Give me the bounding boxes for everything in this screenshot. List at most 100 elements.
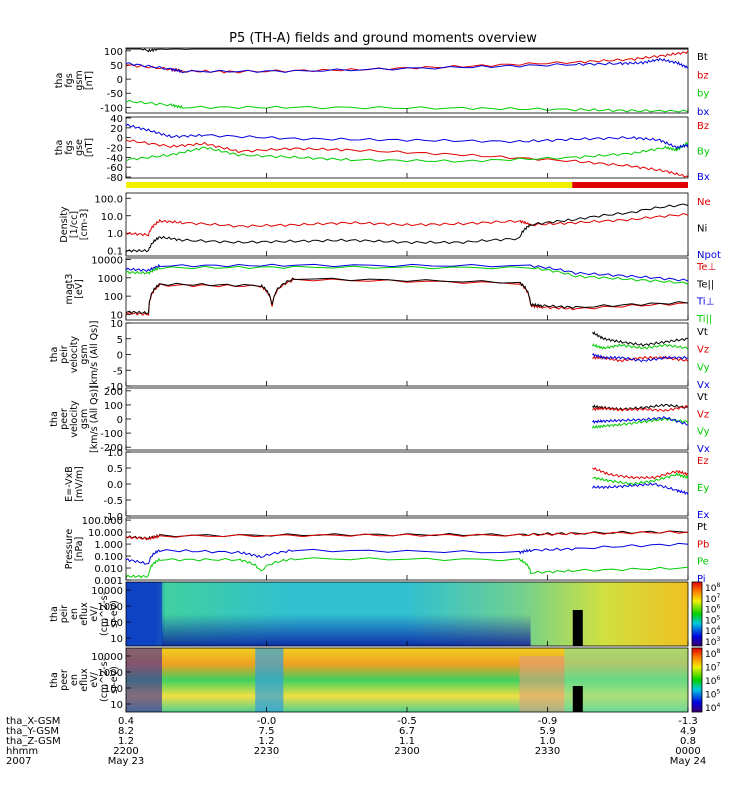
y-axis-label: tha [54, 140, 65, 156]
y-tick-label: 0.1 [107, 247, 123, 258]
y-axis-label: sr-eV) [109, 666, 120, 694]
series-line-bx [125, 57, 689, 74]
x-tick-label: May 23 [108, 756, 145, 767]
y-tick-label: -10 [107, 382, 123, 393]
colorbar-gradient [691, 581, 703, 647]
y-tick-label: 0 [117, 75, 123, 86]
x-tick-label: May 24 [670, 756, 707, 767]
y-tick-label: -40 [107, 153, 123, 164]
series-line-Vx [592, 416, 689, 426]
series-line-Te⊥ [125, 278, 689, 316]
legend-entry: Pb [697, 539, 709, 550]
y-tick-label: -5 [113, 366, 123, 377]
series-line-Ne [125, 212, 689, 237]
series-line-Bt [126, 48, 688, 53]
y-tick-label: -100 [100, 429, 123, 440]
y-axis-label: peer [59, 669, 70, 691]
y-tick-label: 0 [117, 351, 123, 362]
series-line-Vt [592, 403, 689, 411]
legend-entry: Vz [697, 409, 709, 420]
y-axis-label: eflux [79, 668, 90, 692]
chart-title: P5 (TH-A) fields and ground moments over… [229, 31, 537, 46]
x-tick-label: 0000 [675, 746, 700, 757]
x-tick-label: 8.2 [118, 726, 134, 737]
spectrogram-gap-band [255, 648, 284, 712]
y-tick-label: 100 [104, 684, 123, 695]
y-tick-label: 10000 [91, 652, 123, 663]
y-axis-label: tha [49, 347, 60, 363]
series-line-by [125, 99, 689, 113]
legend-entry: Te⊥ [696, 262, 716, 273]
y-axis-label: [nT] [84, 138, 95, 157]
series-line-Te|| [125, 277, 689, 315]
y-tick-label: 1.0 [107, 229, 123, 240]
y-tick-label: 10 [110, 700, 123, 711]
legend-entry: Pi [697, 574, 706, 585]
y-tick-label: 20 [110, 124, 123, 135]
y-tick-label: 10000 [91, 586, 123, 597]
y-tick-label: 0.010 [94, 564, 123, 575]
panel-frame [125, 47, 689, 114]
y-tick-label: 1000 [98, 274, 123, 285]
y-tick-label: 10000 [91, 255, 123, 266]
x-tick-label: -1.3 [678, 716, 698, 727]
y-axis-label: [eV] [74, 279, 85, 299]
legend-entry: Ti|| [696, 314, 712, 325]
y-axis-label: peer [59, 408, 70, 430]
status-bar-red [572, 182, 688, 188]
y-axis-label: eV/ [89, 671, 100, 687]
spectrogram-datagap [572, 610, 583, 646]
x-tick-label: -0.9 [538, 716, 558, 727]
y-tick-label: 0 [117, 415, 123, 426]
legend-entry: bz [697, 70, 709, 81]
y-axis-label: sr-eV) [109, 600, 120, 628]
legend-entry: Vy [697, 427, 710, 438]
legend-entry: Bt [697, 52, 708, 63]
y-tick-label: 100 [104, 47, 123, 58]
legend-entry: Ey [697, 483, 709, 494]
series-line-Pb [125, 530, 689, 541]
legend-entry: bx [697, 107, 709, 118]
y-tick-label: 0.0 [107, 480, 123, 491]
y-axis-label: gsm [79, 409, 90, 429]
colorbar-label: 104 [705, 702, 720, 714]
y-axis-label: en [69, 674, 80, 686]
x-tick-label: 2230 [254, 746, 279, 757]
colorbar-gradient [691, 647, 703, 713]
y-axis-label: gse [74, 139, 85, 156]
y-tick-label: 0.5 [107, 464, 123, 475]
y-tick-label: 10 [110, 310, 123, 321]
y-tick-label: 5 [117, 335, 123, 346]
series-line-bz [125, 50, 689, 74]
legend-entry: Te|| [696, 279, 714, 290]
legend-entry: Bz [697, 121, 709, 132]
series-line-Ez [592, 467, 689, 480]
y-axis-label: fgs [64, 73, 75, 87]
y-tick-label: -80 [107, 173, 123, 184]
y-tick-label: 40 [110, 114, 123, 125]
legend-entry: by [697, 89, 709, 100]
y-tick-label: -60 [107, 163, 123, 174]
x-tick-label: 1.0 [540, 736, 556, 747]
legend-entry: Vy [697, 362, 710, 373]
y-tick-label: 10 [110, 319, 123, 330]
y-axis-label: tha [54, 73, 65, 89]
y-tick-label: 1000 [98, 668, 123, 679]
x-tick-label: 1.2 [118, 736, 134, 747]
panel-density: 100.0 10.0 1.0 0.1 Density [1/cc] [cm-3] Ne Ni Np… [59, 192, 721, 261]
x-row-label: hhmm [6, 746, 38, 757]
y-tick-label: 100.000 [82, 516, 123, 527]
panel-frame [125, 192, 689, 257]
spectrogram-early-block [126, 648, 162, 712]
series-line-Ti⊥ [125, 263, 689, 282]
x-tick-label: 1.1 [399, 736, 415, 747]
colorbar-label: 107 [705, 662, 720, 674]
y-tick-label: 100 [104, 618, 123, 629]
legend-entry: Vx [697, 444, 710, 455]
panel-peir-velocity: 10 5 0 -5 -10 tha peir velocity gsm [km/s (All Qs… [49, 319, 710, 393]
x-tick-label: 7.5 [259, 726, 275, 737]
series-line-Pt [125, 530, 689, 540]
